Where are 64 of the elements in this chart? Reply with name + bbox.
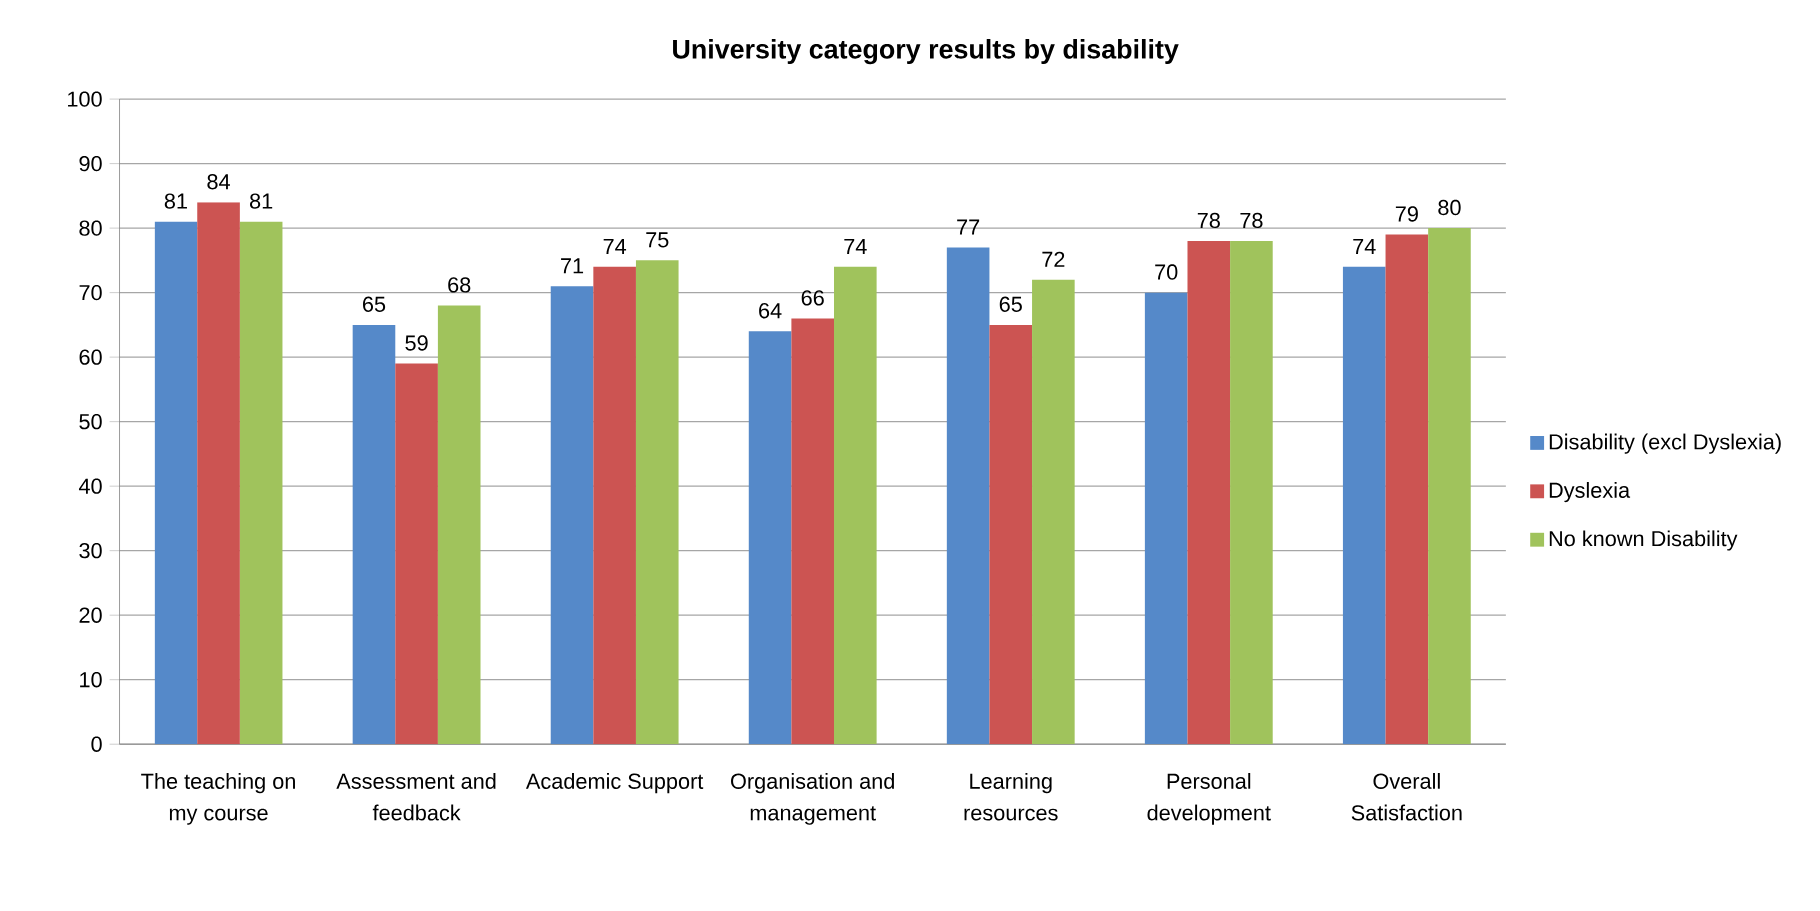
data-label: 77 [957, 219, 980, 235]
bar [946, 247, 990, 745]
x-tick-label: Organisation and management [731, 773, 894, 825]
data-label: 81 [250, 193, 273, 209]
legend-label: No known Disability [1549, 530, 1738, 551]
data-label: 84 [207, 174, 230, 190]
data-label: 59 [405, 335, 428, 351]
data-label: 74 [1353, 239, 1376, 255]
data-label: 68 [448, 277, 471, 293]
data-label: 81 [164, 193, 187, 209]
bar [1144, 292, 1188, 745]
chart-title: University category results by disability [673, 39, 1179, 65]
data-label: 79 [1395, 206, 1418, 222]
data-label: 78 [1240, 212, 1263, 229]
y-tick-label: 70 [79, 285, 102, 301]
data-label: 64 [759, 303, 782, 319]
bar [1187, 241, 1231, 745]
bar [437, 305, 481, 745]
bar [791, 318, 834, 745]
bar [989, 325, 1033, 745]
bar [197, 202, 240, 745]
y-tick-label: 0 [91, 736, 102, 753]
data-label: 66 [801, 290, 824, 306]
bar [239, 221, 283, 745]
y-tick-label: 40 [78, 478, 102, 495]
bar [395, 363, 438, 745]
x-tick-label: The teaching on my course [141, 773, 295, 825]
x-tick-label: Personal development [1147, 773, 1271, 825]
y-tick-label: 10 [80, 672, 102, 688]
bar [352, 325, 396, 745]
data-label: 74 [603, 239, 627, 255]
x-tick-label: Assessment and feedback [336, 773, 496, 821]
data-label: 65 [999, 296, 1022, 313]
data-label: 71 [561, 258, 584, 274]
y-tick-label: 20 [79, 607, 102, 624]
bar [635, 260, 679, 745]
data-label: 74 [844, 239, 867, 255]
legend-label: Dyslexia [1549, 482, 1631, 503]
bar [748, 331, 792, 745]
bar [154, 221, 198, 745]
bar [550, 286, 594, 745]
y-tick-label: 50 [79, 414, 102, 430]
x-tick-label: Learning resources [964, 773, 1058, 821]
bar [1230, 241, 1273, 745]
x-tick-label: Overall Satisfaction [1351, 773, 1462, 821]
legend-label: Disability (excl Dyslexia) [1549, 433, 1781, 454]
y-tick-label: 100 [68, 91, 102, 107]
data-label: 80 [1438, 199, 1461, 216]
data-label: 65 [363, 296, 386, 313]
bar [593, 266, 636, 745]
data-label: 75 [646, 232, 669, 248]
y-tick-label: 60 [79, 349, 102, 365]
bar [1342, 266, 1386, 745]
x-tick-label: Academic Support [525, 773, 704, 794]
bar [834, 266, 877, 745]
data-label: 78 [1197, 212, 1220, 229]
y-tick-label: 80 [79, 220, 102, 236]
bar [1385, 234, 1429, 745]
data-label: 72 [1042, 251, 1065, 267]
bar [1032, 279, 1075, 745]
y-tick-label: 30 [79, 543, 102, 559]
y-tick-label: 90 [79, 156, 102, 172]
data-label: 70 [1155, 264, 1178, 280]
bar [1428, 228, 1471, 745]
